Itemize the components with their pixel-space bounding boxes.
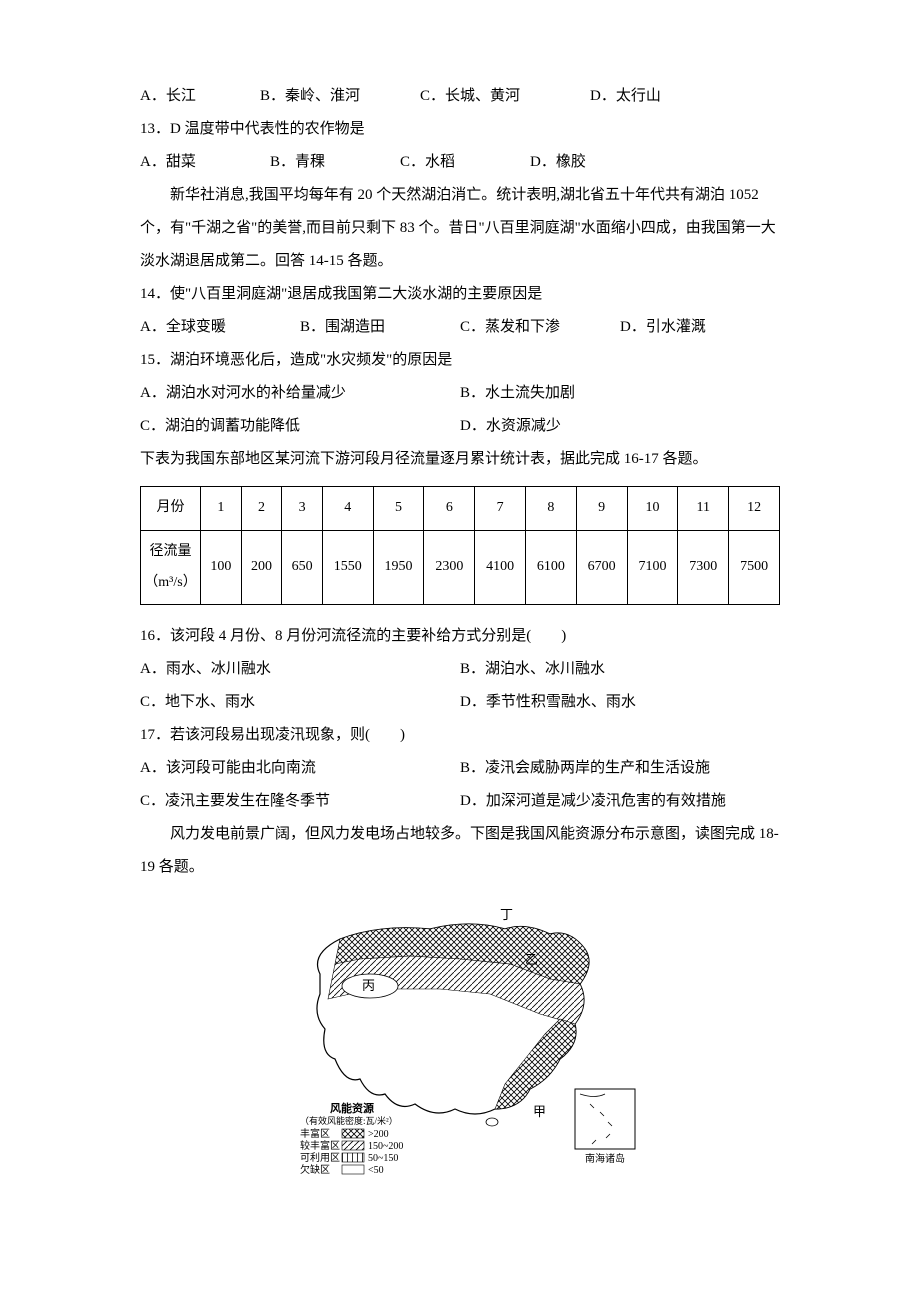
inset-box (575, 1089, 635, 1149)
q12-options: A．长江 B．秦岭、淮河 C．长城、黄河 D．太行山 (140, 80, 780, 113)
q14-opt-a: A．全球变暖 (140, 311, 300, 344)
lg0-range: >200 (368, 1129, 389, 1140)
v7: 4100 (475, 530, 526, 605)
lg3-name: 欠缺区 (300, 1163, 330, 1176)
q13-opt-c: C．水稻 (400, 146, 530, 179)
lg2-swatch (342, 1153, 364, 1162)
wind-map-figure: 丁 乙 丙 甲 南海诸岛 风能资源 （有效风能密度:瓦/米²） 丰富区 >200… (140, 894, 780, 1197)
label-jia: 甲 (533, 1104, 546, 1119)
m11: 11 (678, 487, 729, 531)
v2: 200 (241, 530, 282, 605)
q15-opt-d: D．水资源减少 (460, 410, 780, 443)
runoff-table: 月份 1 2 3 4 5 6 7 8 9 10 11 12 径流量 （m³/s）… (140, 486, 780, 605)
legend-sub: （有效风能密度:瓦/米²） (300, 1115, 398, 1126)
q16-opt-b: B．湖泊水、冰川融水 (460, 653, 780, 686)
q15-opt-c: C．湖泊的调蓄功能降低 (140, 410, 460, 443)
m1: 1 (201, 487, 242, 531)
q16-opt-c: C．地下水、雨水 (140, 686, 460, 719)
label-yi: 乙 (525, 952, 538, 967)
v12: 7500 (729, 530, 780, 605)
m3: 3 (282, 487, 323, 531)
table-row-values: 径流量 （m³/s） 100 200 650 1550 1950 2300 41… (141, 530, 780, 605)
q13-stem: 13．D 温度带中代表性的农作物是 (140, 113, 780, 146)
th-flow: 径流量 （m³/s） (141, 530, 201, 605)
q13-opt-d: D．橡胶 (530, 146, 660, 179)
q14-options: A．全球变暖 B．围湖造田 C．蒸发和下渗 D．引水灌溉 (140, 311, 780, 344)
m10: 10 (627, 487, 678, 531)
lg0-swatch (342, 1129, 364, 1138)
m6: 6 (424, 487, 475, 531)
m4: 4 (322, 487, 373, 531)
lg2-range: 50~150 (368, 1153, 398, 1164)
passage-wind: 风力发电前景广阔，但风力发电场占地较多。下图是我国风能资源分布示意图，读图完成 … (140, 818, 780, 884)
lg1-range: 150~200 (368, 1141, 403, 1152)
q12-opt-d: D．太行山 (590, 80, 740, 113)
v5: 1950 (373, 530, 424, 605)
v6: 2300 (424, 530, 475, 605)
q12-opt-c: C．长城、黄河 (420, 80, 590, 113)
q13-options: A．甜菜 B．青稞 C．水稻 D．橡胶 (140, 146, 780, 179)
th-month: 月份 (141, 487, 201, 531)
q15-opt-a: A．湖泊水对河水的补给量减少 (140, 377, 460, 410)
lg1-swatch (342, 1141, 364, 1150)
q15-stem: 15．湖泊环境恶化后，造成"水灾频发"的原因是 (140, 344, 780, 377)
m8: 8 (526, 487, 577, 531)
q17-opt-c: C．凌汛主要发生在隆冬季节 (140, 785, 460, 818)
m2: 2 (241, 487, 282, 531)
v8: 6100 (526, 530, 577, 605)
q17-opt-d: D．加深河道是减少凌汛危害的有效措施 (460, 785, 780, 818)
q14-opt-c: C．蒸发和下渗 (460, 311, 620, 344)
v10: 7100 (627, 530, 678, 605)
q16-options: A．雨水、冰川融水 B．湖泊水、冰川融水 C．地下水、雨水 D．季节性积雪融水、… (140, 653, 780, 719)
q16-opt-d: D．季节性积雪融水、雨水 (460, 686, 780, 719)
map-legend: 风能资源 （有效风能密度:瓦/米²） 丰富区 >200 较丰富区 150~200… (300, 1101, 403, 1176)
q16-opt-a: A．雨水、冰川融水 (140, 653, 460, 686)
table-intro: 下表为我国东部地区某河流下游河段月径流量逐月累计统计表，据此完成 16-17 各… (140, 443, 780, 476)
passage-lakes: 新华社消息,我国平均每年有 20 个天然湖泊消亡。统计表明,湖北省五十年代共有湖… (140, 179, 780, 278)
lg2-name: 可利用区 (300, 1152, 340, 1164)
v11: 7300 (678, 530, 729, 605)
v3: 650 (282, 530, 323, 605)
lg3-range: <50 (368, 1165, 384, 1176)
q17-opt-a: A．该河段可能由北向南流 (140, 752, 460, 785)
th-flow-l1: 径流量 (150, 544, 192, 559)
m5: 5 (373, 487, 424, 531)
v9: 6700 (576, 530, 627, 605)
v4: 1550 (322, 530, 373, 605)
q12-opt-a: A．长江 (140, 80, 260, 113)
q17-options: A．该河段可能由北向南流 B．凌汛会威胁两岸的生产和生活设施 C．凌汛主要发生在… (140, 752, 780, 818)
q16-stem: 16．该河段 4 月份、8 月份河流径流的主要补给方式分别是( ) (140, 620, 780, 653)
inset-label: 南海诸岛 (585, 1152, 625, 1165)
q14-stem: 14．使"八百里洞庭湖"退居成我国第二大淡水湖的主要原因是 (140, 278, 780, 311)
q13-opt-b: B．青稞 (270, 146, 400, 179)
lg1-name: 较丰富区 (300, 1139, 340, 1152)
q14-opt-b: B．围湖造田 (300, 311, 460, 344)
q12-opt-b: B．秦岭、淮河 (260, 80, 420, 113)
q15-options: A．湖泊水对河水的补给量减少 B．水土流失加剧 C．湖泊的调蓄功能降低 D．水资… (140, 377, 780, 443)
legend-title: 风能资源 (330, 1101, 374, 1115)
q13-opt-a: A．甜菜 (140, 146, 270, 179)
china-wind-map: 丁 乙 丙 甲 南海诸岛 风能资源 （有效风能密度:瓦/米²） 丰富区 >200… (250, 894, 670, 1184)
lg0-name: 丰富区 (300, 1127, 330, 1140)
q14-opt-d: D．引水灌溉 (620, 311, 780, 344)
m12: 12 (729, 487, 780, 531)
label-bing: 丙 (362, 978, 375, 993)
hainan-island (486, 1118, 498, 1126)
label-ding: 丁 (500, 907, 513, 922)
table-row-months: 月份 1 2 3 4 5 6 7 8 9 10 11 12 (141, 487, 780, 531)
m9: 9 (576, 487, 627, 531)
v1: 100 (201, 530, 242, 605)
m7: 7 (475, 487, 526, 531)
q17-opt-b: B．凌汛会威胁两岸的生产和生活设施 (460, 752, 780, 785)
q17-stem: 17．若该河段易出现凌汛现象，则( ) (140, 719, 780, 752)
th-flow-l2: （m³/s） (144, 575, 196, 590)
lg3-swatch (342, 1165, 364, 1174)
q15-opt-b: B．水土流失加剧 (460, 377, 780, 410)
